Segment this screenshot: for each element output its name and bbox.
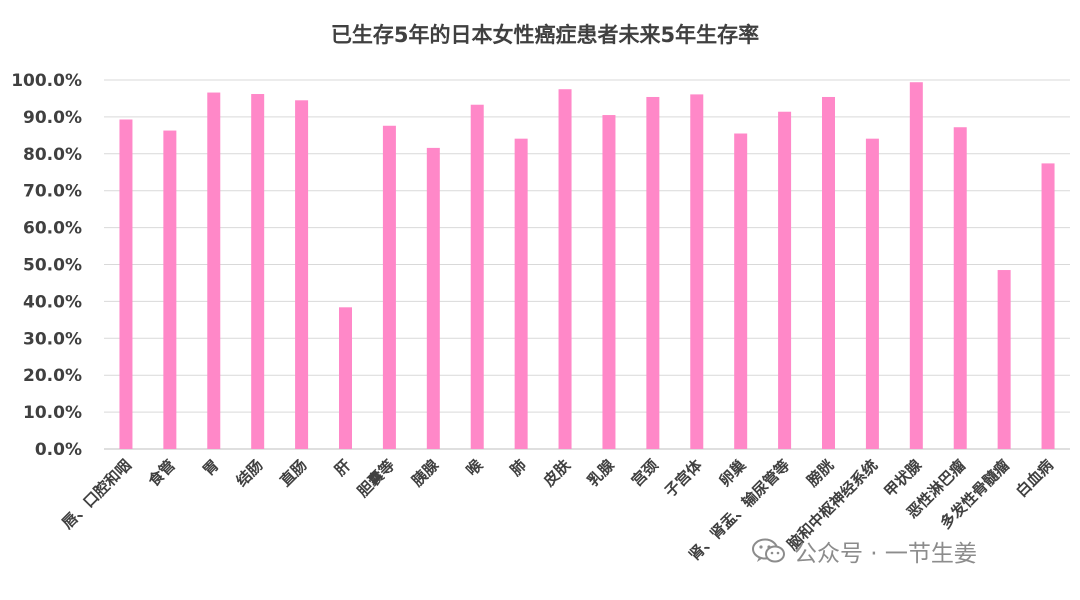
bar xyxy=(690,94,704,450)
bar xyxy=(339,307,352,449)
x-tick-label: 膀胱 xyxy=(803,456,837,490)
bar xyxy=(909,82,923,450)
x-tick-label: 胆囊等 xyxy=(354,456,399,501)
bar xyxy=(953,127,967,450)
y-tick-label: 0.0% xyxy=(35,440,82,460)
bar xyxy=(822,96,835,449)
x-tick-label: 肝 xyxy=(331,456,354,479)
bar xyxy=(778,111,792,449)
y-tick-label: 90.0% xyxy=(23,108,82,128)
bar xyxy=(251,94,265,449)
x-tick-label: 卵巢 xyxy=(716,456,750,490)
wechat-icon xyxy=(752,538,785,563)
y-tick-label: 70.0% xyxy=(23,182,82,202)
x-tick-label: 子宫体 xyxy=(661,455,706,500)
bar xyxy=(119,119,133,449)
bar xyxy=(295,100,309,450)
chart-title: 已生存5年的日本女性癌症患者未来5年生存率 xyxy=(331,23,759,47)
bar xyxy=(865,138,879,449)
bar xyxy=(646,96,660,449)
bar xyxy=(1041,163,1055,450)
x-tick-label: 胰腺 xyxy=(408,455,443,490)
y-tick-label: 50.0% xyxy=(23,256,82,276)
bar xyxy=(470,104,484,450)
x-tick-label: 白血病 xyxy=(1012,456,1057,501)
bar xyxy=(997,270,1011,449)
watermark: 公众号 · 一节生姜 xyxy=(752,534,977,568)
x-tick-label: 结肠 xyxy=(233,456,267,490)
x-tick-label: 乳腺 xyxy=(584,455,619,490)
y-tick-label: 60.0% xyxy=(23,219,82,239)
y-tick-label: 20.0% xyxy=(23,366,82,386)
bar xyxy=(734,133,748,449)
x-tick-label: 唇、口腔和咽 xyxy=(58,456,134,532)
x-tick-label: 肺 xyxy=(507,456,530,479)
x-tick-label: 喉 xyxy=(463,455,487,479)
grid-lines xyxy=(104,79,1070,450)
bar xyxy=(382,125,396,450)
x-tick-label: 胃 xyxy=(199,456,222,479)
y-tick-label: 100.0% xyxy=(11,71,82,91)
y-axis-ticks: 0.0% 10.0% 20.0% 30.0% 40.0% 50.0% 60.0% 70.0% 8… xyxy=(11,71,82,460)
y-tick-label: 30.0% xyxy=(23,329,82,349)
bars xyxy=(119,82,1055,450)
x-tick-label: 食管 xyxy=(145,456,179,490)
x-tick-label: 直肠 xyxy=(276,456,310,490)
watermark-text: 公众号 · 一节生姜 xyxy=(794,541,977,567)
y-tick-label: 80.0% xyxy=(23,145,82,165)
y-tick-label: 10.0% xyxy=(23,403,82,423)
y-tick-label: 40.0% xyxy=(23,292,82,312)
x-tick-label: 宫颈 xyxy=(628,456,662,490)
bar xyxy=(602,115,616,450)
bar xyxy=(426,147,440,449)
bar xyxy=(163,130,177,450)
x-tick-label: 皮肤 xyxy=(540,455,575,490)
bar xyxy=(207,92,221,450)
bar xyxy=(514,138,528,449)
bar xyxy=(558,89,572,449)
